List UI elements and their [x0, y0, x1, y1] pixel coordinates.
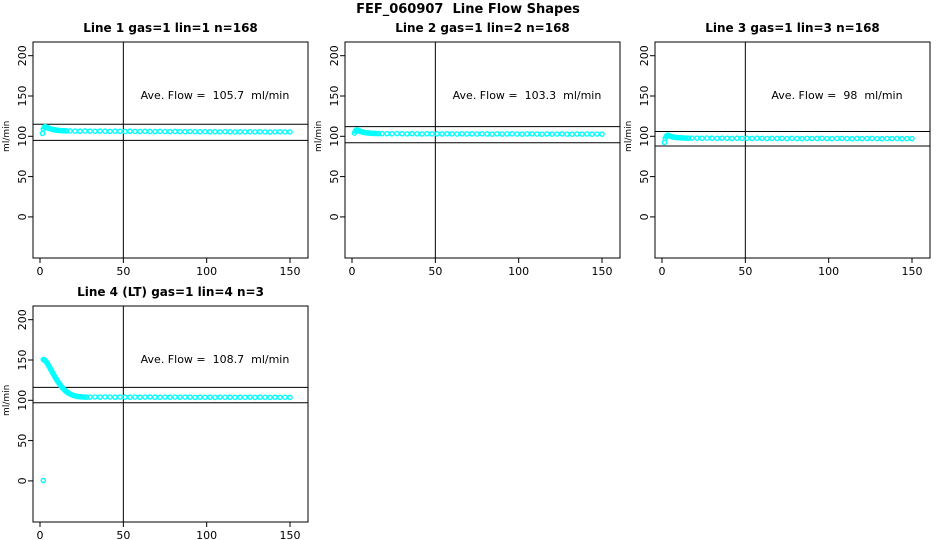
panel-line-1-title: Line 1 gas=1 lin=1 n=168: [83, 21, 258, 35]
panel-line-3: Line 3 gas=1 lin=3 n=168 0 50 100 150 0 50 100…: [622, 18, 936, 276]
panel-line-4: Line 4 (LT) gas=1 lin=4 n=3 0 50 100 150 0 50…: [0, 282, 318, 540]
panel-line-1: Line 1 gas=1 lin=1 n=168 0 50 100 150 0 50 100…: [0, 18, 318, 276]
svg-text:0: 0: [349, 265, 356, 276]
line-1-ave-flow-annotation: Ave. Flow = 105.7 ml/min: [140, 89, 290, 102]
svg-text:50: 50: [116, 265, 130, 276]
svg-text:0: 0: [638, 213, 651, 220]
svg-text:150: 150: [328, 86, 341, 107]
svg-text:150: 150: [902, 265, 923, 276]
svg-text:200: 200: [638, 45, 651, 66]
svg-text:150: 150: [16, 86, 29, 107]
svg-text:150: 150: [592, 265, 613, 276]
line-4-flow-plot: 0 50 100 150 0 50 100 150 200 ml/min: [2, 305, 309, 540]
line-4-ave-flow-annotation: Ave. Flow = 108.7 ml/min: [140, 353, 290, 366]
svg-text:50: 50: [16, 170, 29, 184]
svg-text:0: 0: [16, 213, 29, 220]
panel-line-3-title: Line 3 gas=1 lin=3 n=168: [705, 21, 880, 35]
svg-text:50: 50: [116, 529, 130, 540]
svg-text:150: 150: [638, 86, 651, 107]
line-3-ave-flow-annotation: Ave. Flow = 98 ml/min: [771, 89, 903, 102]
svg-text:100: 100: [818, 265, 839, 276]
svg-text:50: 50: [328, 170, 341, 184]
page-title: FEF_060907 Line Flow Shapes: [356, 2, 580, 17]
svg-text:150: 150: [280, 529, 301, 540]
line-3-flow-plot: 0 50 100 150 0 50 100 150 200 ml/min: [624, 41, 931, 276]
svg-text:50: 50: [16, 434, 29, 448]
svg-text:ml/min: ml/min: [2, 385, 12, 416]
line-2-flow-plot: 0 50 100 150 0 50 100 150 200 ml/min: [314, 41, 621, 276]
panel-line-2-title: Line 2 gas=1 lin=2 n=168: [395, 21, 570, 35]
panel-line-4-title: Line 4 (LT) gas=1 lin=4 n=3: [77, 285, 264, 299]
svg-text:0: 0: [659, 265, 666, 276]
svg-text:ml/min: ml/min: [624, 121, 634, 152]
svg-text:100: 100: [638, 126, 651, 147]
line-2-ave-flow-annotation: Ave. Flow = 103.3 ml/min: [452, 89, 602, 102]
svg-text:0: 0: [37, 529, 44, 540]
svg-text:50: 50: [428, 265, 442, 276]
svg-text:0: 0: [37, 265, 44, 276]
svg-text:100: 100: [196, 265, 217, 276]
line-1-flow-plot: 0 50 100 150 0 50 100 150 200 ml/min: [2, 41, 309, 276]
svg-text:200: 200: [16, 45, 29, 66]
svg-text:ml/min: ml/min: [2, 121, 12, 152]
svg-text:0: 0: [16, 477, 29, 484]
svg-text:100: 100: [508, 265, 529, 276]
svg-text:50: 50: [638, 170, 651, 184]
panel-line-2: Line 2 gas=1 lin=2 n=168 0 50 100 150 0 50 100…: [312, 18, 630, 276]
svg-text:150: 150: [280, 265, 301, 276]
svg-text:50: 50: [738, 265, 752, 276]
svg-text:ml/min: ml/min: [314, 121, 324, 152]
svg-text:200: 200: [328, 45, 341, 66]
svg-text:150: 150: [16, 350, 29, 371]
svg-text:100: 100: [328, 126, 341, 147]
svg-text:100: 100: [16, 390, 29, 411]
svg-text:100: 100: [16, 126, 29, 147]
svg-text:100: 100: [196, 529, 217, 540]
svg-text:200: 200: [16, 309, 29, 330]
svg-text:0: 0: [328, 213, 341, 220]
